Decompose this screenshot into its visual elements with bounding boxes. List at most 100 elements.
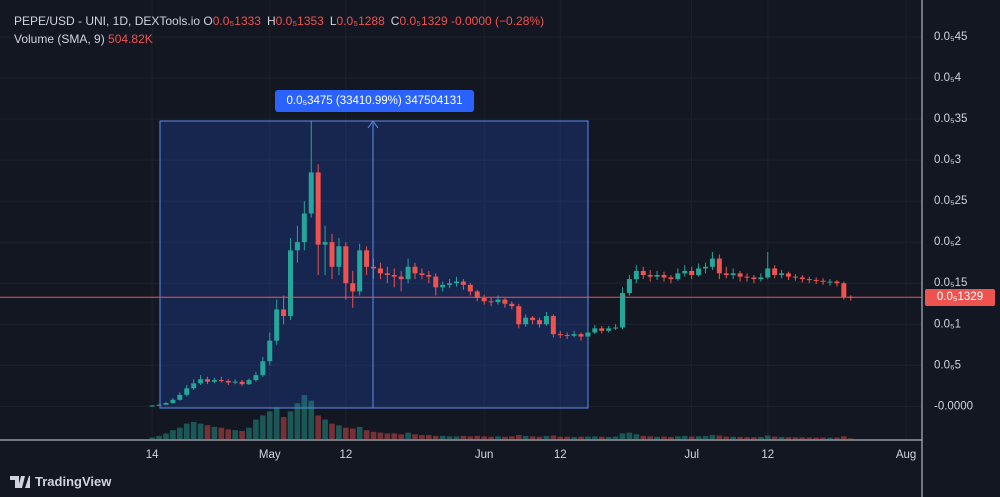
candle-body (156, 404, 162, 406)
candle-body (170, 399, 176, 404)
candle-body (730, 273, 736, 275)
y-tick-label: 0.0₅1 (934, 318, 961, 330)
volume-bar (170, 430, 176, 440)
measure-label: 0.0₅3475 (33410.99%) 347504131 (275, 90, 474, 112)
x-tick-label: 12 (761, 449, 774, 461)
volume-bar (598, 436, 605, 440)
volume-bar (619, 433, 626, 440)
volume-legend: Volume (SMA, 9) 504.82K (14, 32, 153, 46)
volume-bar (515, 435, 522, 440)
volume-bar (702, 436, 709, 440)
volume-bar (260, 415, 266, 440)
volume-bar (668, 436, 674, 440)
volume-bar (308, 400, 315, 440)
volume-bar (716, 435, 723, 440)
brand-name: TradingView (35, 474, 112, 489)
volume-bar (460, 435, 467, 440)
candle-body (391, 275, 397, 277)
candle-body (315, 172, 321, 245)
candle-body (467, 284, 473, 292)
volume-bar (785, 437, 792, 440)
measure-arrow-head (367, 120, 379, 129)
candle-body (841, 283, 847, 297)
candle-body (357, 250, 363, 292)
y-tick-label: 0.0₅3 (934, 154, 961, 166)
volume-bar (149, 437, 155, 440)
candle-body (412, 266, 418, 274)
volume-bar (481, 436, 487, 440)
volume-bar (190, 422, 197, 440)
candle-body (488, 301, 494, 303)
brand[interactable]: TradingView (10, 474, 111, 489)
candle-body (716, 258, 722, 274)
volume-bar (412, 434, 418, 440)
volume-bar (163, 433, 169, 440)
legend-row: PEPE/USD - UNI, 1D, DEXTools.io O0.0₅133… (14, 14, 544, 28)
x-tick-label: May (259, 449, 281, 461)
volume-bar (197, 423, 204, 440)
candle-body (592, 328, 598, 333)
volume-bar (841, 436, 847, 440)
volume-bar (405, 432, 411, 440)
volume-bar (349, 428, 356, 440)
volume-bar (744, 437, 750, 440)
grid-layer (0, 0, 922, 440)
candle-body (620, 293, 626, 328)
candle-body (253, 375, 259, 381)
candle-body (792, 276, 798, 278)
candle-body (225, 380, 231, 383)
candle-body (301, 213, 307, 243)
candle-body (205, 379, 211, 382)
volume-bar (156, 435, 162, 440)
candle-body (827, 281, 833, 283)
candle-body (218, 380, 224, 382)
candle-body (405, 266, 411, 280)
volume-bar (509, 436, 515, 440)
candle-body (537, 320, 543, 325)
volume-bar (301, 395, 308, 440)
candle-body (281, 309, 287, 317)
volume-bar (709, 435, 716, 440)
candle-body (426, 275, 432, 277)
candle-body (675, 273, 681, 280)
candle-body (626, 279, 632, 294)
candle-body (737, 273, 743, 277)
candle-body (654, 275, 660, 277)
candle-body (232, 381, 238, 383)
y-tick-label: -0.0000 (934, 400, 973, 412)
volume-bar (377, 432, 384, 440)
ohlc-value: 0.0₅1353 (275, 14, 324, 28)
candle-body (502, 299, 508, 304)
volume-bar (273, 407, 280, 440)
candle-body (267, 340, 273, 362)
volume-bar (771, 436, 778, 440)
candle-body (613, 327, 619, 329)
candle-body (239, 381, 245, 385)
candle-body (813, 279, 819, 281)
y-tick-label: 0.0₅25 (934, 195, 967, 207)
volume-bar (177, 427, 183, 440)
candle-body (163, 403, 169, 405)
volume-bar (426, 435, 432, 440)
candle-body (419, 273, 425, 275)
candle-body (696, 268, 702, 275)
volume-bar (398, 434, 404, 440)
candle-body (495, 299, 501, 303)
volume-bar (827, 437, 833, 440)
ohlc-value: 0.0₅1333 (212, 14, 261, 28)
x-tick-label: Jul (684, 449, 699, 461)
candle-body (723, 273, 729, 275)
y-tick-label: 0.0₆5 (934, 359, 961, 371)
volume-bar (239, 431, 245, 440)
candle-body (557, 334, 563, 336)
candle-body (786, 273, 792, 277)
last-price-label: 0.0₅1329 (925, 288, 995, 306)
volume-bar (419, 435, 425, 440)
volume-bar (218, 427, 225, 440)
volume-bar (543, 435, 550, 440)
candle-body (571, 334, 577, 336)
volume-bar (578, 436, 584, 440)
volume-bar (640, 435, 647, 440)
volume-bar (792, 437, 799, 440)
volume-bar (356, 426, 363, 440)
